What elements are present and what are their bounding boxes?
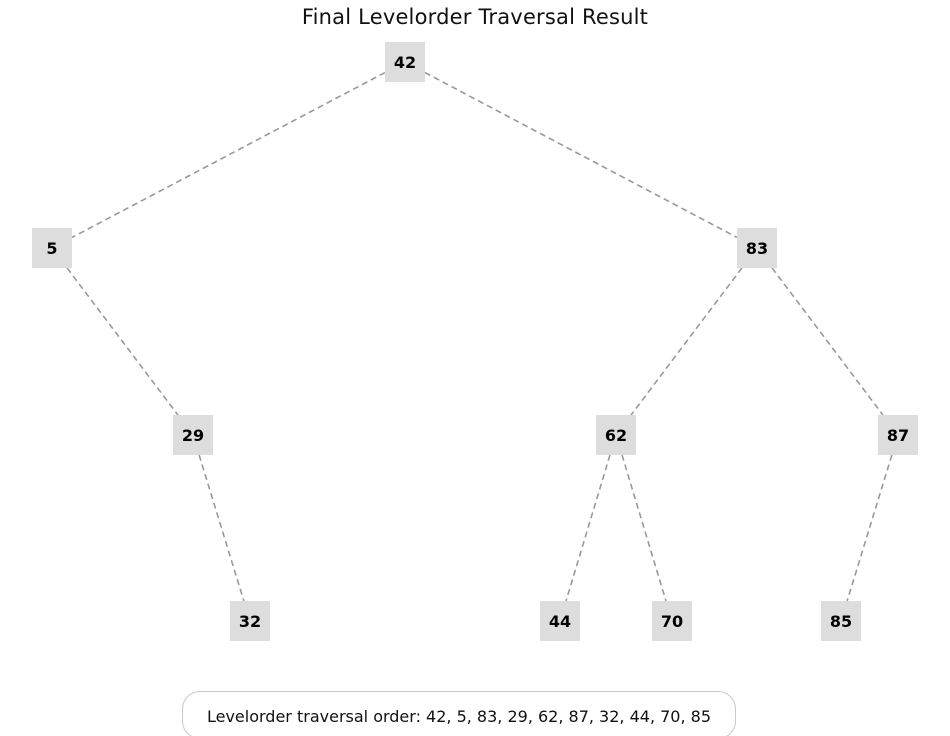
tree-node-5: 5 [32,228,72,268]
tree-edge-5-29 [66,267,179,416]
tree-edge-62-44 [565,454,611,602]
tree-node-70: 70 [652,601,692,641]
tree-node-32: 32 [230,601,270,641]
tree-edge-62-70 [621,454,667,602]
tree-node-42: 42 [385,42,425,82]
tree-node-83: 83 [737,228,777,268]
tree-edge-83-87 [771,267,884,416]
tree-edge-42-83 [424,71,738,239]
traversal-order-box: Levelorder traversal order: 42, 5, 83, 2… [182,691,736,736]
tree-edge-83-62 [630,267,743,416]
tree-edge-87-85 [846,454,893,602]
diagram-title: Final Levelorder Traversal Result [301,5,649,29]
tree-edge-29-32 [198,454,245,602]
tree-node-87: 87 [878,415,918,455]
tree-edge-42-5 [71,71,386,239]
tree-node-85: 85 [821,601,861,641]
tree-node-62: 62 [596,415,636,455]
tree-node-44: 44 [540,601,580,641]
tree-node-29: 29 [173,415,213,455]
